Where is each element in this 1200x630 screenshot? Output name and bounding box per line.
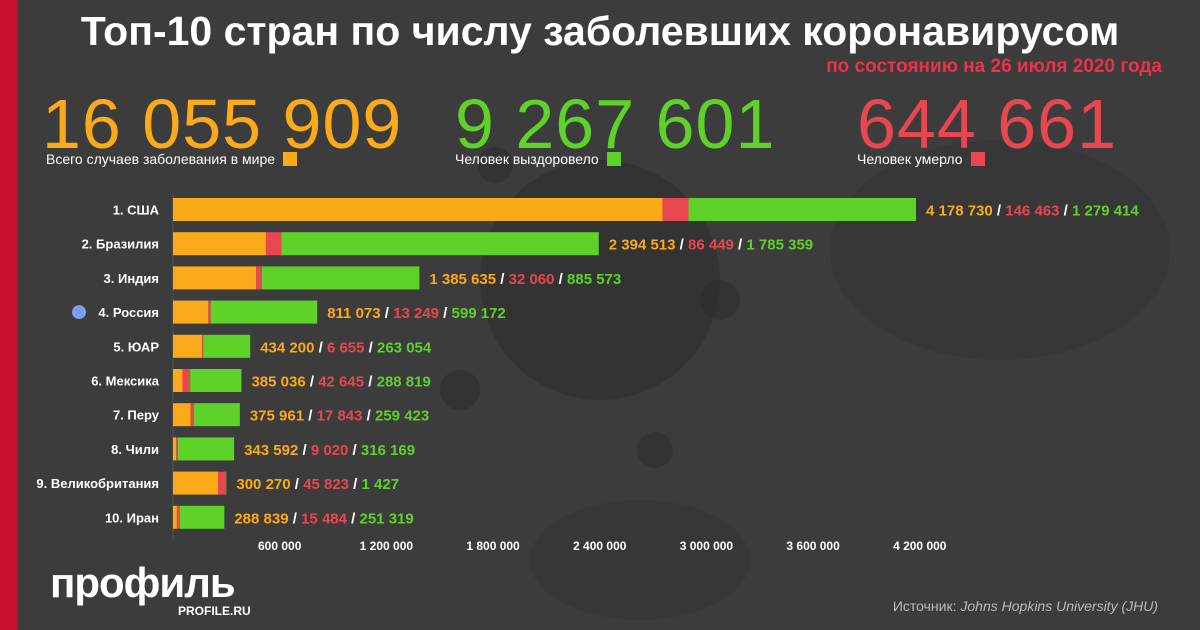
bar-recovered-segment xyxy=(177,437,235,461)
total-cases-label: Всего случаев заболевания в мире xyxy=(46,151,276,167)
bar-recovered-segment xyxy=(203,334,251,358)
bar-deaths-segment xyxy=(176,505,180,529)
category-label: 7. Перу xyxy=(113,408,160,423)
bar-deaths-segment xyxy=(182,369,191,392)
bar-value-label: 300 270 / 45 823 / 1 427 xyxy=(236,476,399,493)
source-prefix: Источник: xyxy=(892,598,961,614)
bar-recovered-segment xyxy=(210,300,318,324)
map-silhouette-asia xyxy=(830,140,1170,360)
red-accent-strip xyxy=(0,0,18,630)
bar-value-label: 434 200 / 6 655 / 263 054 xyxy=(260,339,432,356)
page-title: Топ-10 стран по числу заболевших коронав… xyxy=(80,8,1120,54)
bar-recovered-segment xyxy=(261,266,420,290)
bar-recovered-segment xyxy=(688,198,916,221)
bar-active-segment xyxy=(173,437,177,461)
category-label: 10. Иран xyxy=(105,510,159,525)
bar-value-label: 2 394 513 / 86 449 / 1 785 359 xyxy=(609,237,813,254)
deaths-label: Человек умерло xyxy=(857,151,963,167)
bar-value-label: 288 839 / 15 484 / 251 319 xyxy=(234,510,413,527)
x-tick-label: 4 200 000 xyxy=(893,539,947,553)
page-subtitle: по состоянию на 26 июля 2020 года xyxy=(826,56,1162,77)
source-note: Источник: Johns Hopkins University (JHU) xyxy=(893,598,1158,614)
deaths-value: 644 661 xyxy=(857,85,1118,163)
active-color-swatch xyxy=(283,152,298,166)
bar-active-segment xyxy=(173,471,218,495)
x-tick-label: 1 800 000 xyxy=(466,539,520,553)
bar-value-label: 375 961 / 17 843 / 259 423 xyxy=(250,408,429,425)
bar-active-segment xyxy=(173,300,209,324)
bar-value-label: 343 592 / 9 020 / 316 169 xyxy=(244,442,415,459)
bar-active-segment xyxy=(173,369,183,392)
bar-deaths-segment xyxy=(662,198,689,221)
deaths-color-swatch xyxy=(970,152,985,166)
category-label: 2. Бразилия xyxy=(82,237,159,252)
bar-active-segment xyxy=(173,505,177,529)
map-silhouette-africa xyxy=(530,500,750,620)
bar-value-label: 4 178 730 / 146 463 / 1 279 414 xyxy=(926,203,1139,220)
bar-active-segment xyxy=(173,198,663,221)
category-label: 4. Россия xyxy=(98,305,159,320)
bar-active-segment xyxy=(173,232,266,256)
recovered-color-swatch xyxy=(606,152,621,166)
bar-active-segment xyxy=(173,334,203,358)
virus-spike xyxy=(700,280,740,320)
total-cases-legend: Всего случаев заболевания в мире xyxy=(46,151,298,167)
source-name: Johns Hopkins University (JHU) xyxy=(960,598,1158,614)
bar-active-segment xyxy=(173,403,191,427)
bar-deaths-segment xyxy=(208,300,211,324)
recovered-label: Человек выздоровело xyxy=(455,151,599,167)
category-label: 8. Чили xyxy=(111,442,159,457)
category-label: 6. Мексика xyxy=(91,374,160,389)
bar-deaths-segment xyxy=(256,266,262,290)
x-tick-label: 3 600 000 xyxy=(786,539,840,553)
category-label: 5. ЮАР xyxy=(113,339,159,354)
bar-recovered-segment xyxy=(193,403,240,427)
recovered-value: 9 267 601 xyxy=(455,85,776,163)
deaths-legend: Человек умерло xyxy=(857,151,985,167)
bar-deaths-segment xyxy=(176,437,178,461)
x-tick-label: 3 000 000 xyxy=(680,539,734,553)
bar-value-label: 385 036 / 42 645 / 288 819 xyxy=(251,374,430,391)
profile-logo[interactable]: профиль xyxy=(50,559,236,606)
bar-deaths-segment xyxy=(190,403,194,427)
virus-spike xyxy=(440,370,480,410)
russia-marker xyxy=(72,305,86,320)
bar-recovered-segment xyxy=(179,505,225,529)
bar-deaths-segment xyxy=(217,471,227,495)
category-label: 1. США xyxy=(113,203,160,218)
virus-spike xyxy=(477,147,513,183)
total-cases-value: 16 055 909 xyxy=(42,85,403,163)
recovered-legend: Человек выздоровело xyxy=(455,151,621,167)
x-tick-label: 1 200 000 xyxy=(360,539,414,553)
x-tick-label: 2 400 000 xyxy=(573,539,627,553)
bar-recovered-segment xyxy=(281,232,599,256)
profile-logo-url[interactable]: PROFILE.RU xyxy=(178,604,251,618)
bar-value-label: 811 073 / 13 249 / 599 172 xyxy=(327,305,506,322)
bar-deaths-segment xyxy=(202,334,204,358)
bar-recovered-segment xyxy=(190,369,242,392)
category-label: 9. Великобритания xyxy=(36,476,159,491)
category-label: 3. Индия xyxy=(104,271,159,286)
bar-deaths-segment xyxy=(265,232,282,256)
bar-value-label: 1 385 635 / 32 060 / 885 573 xyxy=(429,271,621,288)
bar-active-segment xyxy=(173,266,257,290)
virus-spike xyxy=(637,432,673,468)
x-tick-label: 600 000 xyxy=(258,539,302,553)
